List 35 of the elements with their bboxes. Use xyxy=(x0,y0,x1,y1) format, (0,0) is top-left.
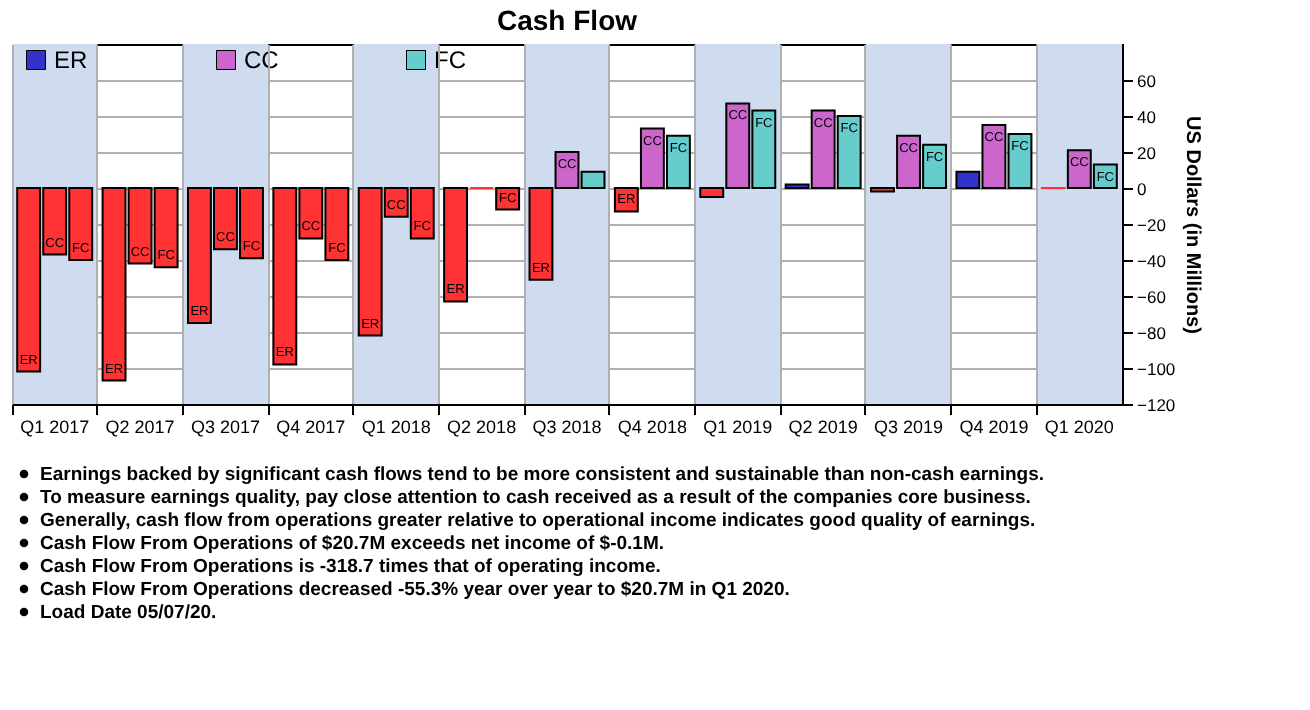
y-axis-title: US Dollars (in Millions) xyxy=(1181,116,1204,334)
y-tick-label: −80 xyxy=(1137,323,1167,343)
text: To measure earnings quality, pay close attention to cash received as a result of the companies core business. xyxy=(40,487,1031,509)
y-tick-label: −120 xyxy=(1137,395,1176,415)
y-tick-label: −60 xyxy=(1137,287,1167,307)
y-tick-label: 40 xyxy=(1137,107,1157,127)
y-tick-label: 60 xyxy=(1137,71,1157,91)
x-tick-label: Q3 2019 xyxy=(874,417,944,437)
x-tick-label: Q4 2017 xyxy=(276,417,346,437)
x-tick-label: Q4 2018 xyxy=(617,417,687,437)
text: Cash Flow From Operations decreased -55.3% year over year to $20.7M in Q1 2020. xyxy=(40,579,790,601)
x-tick-label: Q1 2017 xyxy=(20,417,90,437)
chart-title: Cash Flow xyxy=(496,4,638,36)
text: Generally, cash flow from operations greater relative to operational income indicates good quality of earnings. xyxy=(40,510,1036,532)
legend-label: CC xyxy=(244,46,280,74)
x-tick-label: Q2 2019 xyxy=(788,417,858,437)
y-tick-label: −20 xyxy=(1137,215,1167,235)
text: Cash Flow From Operations of $20.7M exceeds net income of $-0.1M. xyxy=(40,533,664,555)
y-tick-label: 20 xyxy=(1137,143,1157,163)
x-tick-label: Q1 2020 xyxy=(1044,417,1114,437)
y-tick-label: −40 xyxy=(1137,251,1167,271)
text: Load Date 05/07/20. xyxy=(40,602,217,624)
x-tick-label: Q3 2018 xyxy=(532,417,602,437)
legend-label: FC xyxy=(434,46,467,74)
y-tick-label: 0 xyxy=(1137,179,1147,199)
x-tick-label: Q4 2019 xyxy=(959,417,1029,437)
legend-label: ER xyxy=(54,46,89,74)
text: Earnings backed by significant cash flows tend to be more consistent and sustainable than non-cash earnings. xyxy=(40,464,1045,486)
y-tick-label: −100 xyxy=(1137,359,1176,379)
x-tick-label: Q2 2017 xyxy=(105,417,175,437)
x-tick-label: Q3 2017 xyxy=(190,417,260,437)
text: Cash Flow From Operations is -318.7 times that of operating income. xyxy=(40,556,661,578)
x-tick-label: Q1 2019 xyxy=(703,417,773,437)
x-tick-label: Q2 2018 xyxy=(447,417,517,437)
x-tick-label: Q1 2018 xyxy=(361,417,431,437)
